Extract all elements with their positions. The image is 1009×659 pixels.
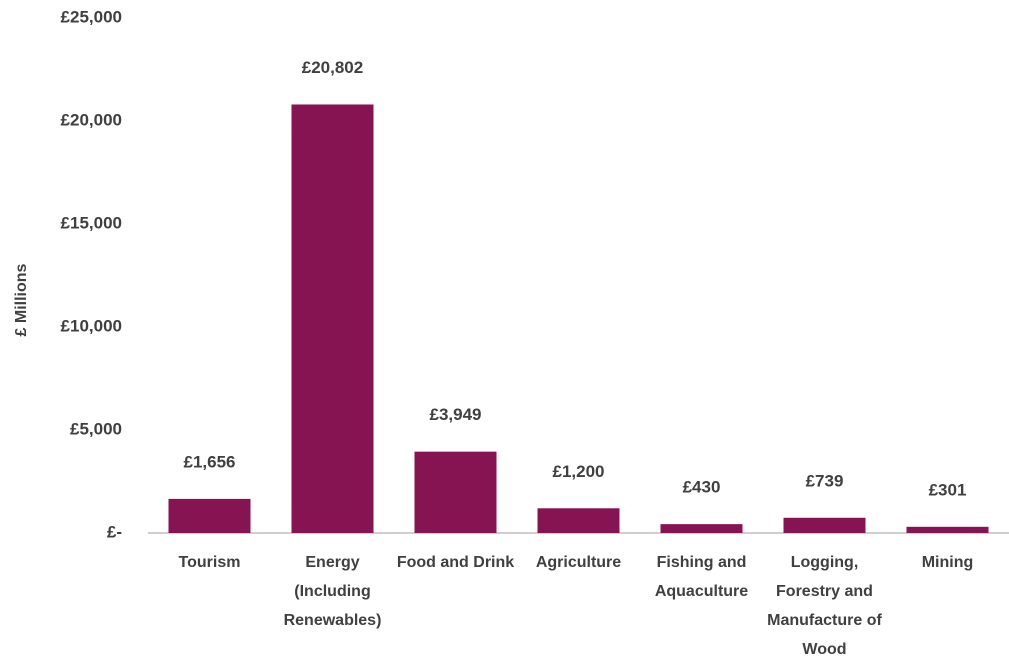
x-tick-label: Logging, Forestry and Manufacture of Woo… (767, 554, 882, 658)
x-tick-label: Fishing and Aquaculture (654, 554, 749, 600)
bar (414, 451, 497, 533)
y-tick-label: £5,000 (70, 419, 122, 438)
bar (291, 104, 374, 534)
bar (906, 526, 989, 533)
data-label: £1,200 (553, 462, 605, 481)
y-tick-label: £10,000 (61, 316, 122, 335)
x-tick-label: Tourism (178, 554, 241, 571)
y-tick-label: £15,000 (61, 213, 122, 232)
y-tick-label: £25,000 (61, 7, 122, 26)
y-axis-label: £ Millions (13, 263, 30, 336)
data-label: £3,949 (430, 405, 482, 424)
data-label: £739 (806, 471, 844, 490)
bar (783, 517, 866, 533)
data-label: £301 (929, 480, 967, 499)
y-tick-label: £- (107, 522, 122, 541)
x-tick-label: Food and Drink (396, 554, 515, 571)
x-tick-label: Mining (921, 554, 974, 571)
bar (660, 524, 743, 533)
y-tick-label: £20,000 (61, 110, 122, 129)
bar (168, 498, 251, 533)
data-label: £20,802 (302, 58, 363, 77)
data-label: £1,656 (184, 452, 236, 471)
data-label: £430 (683, 478, 721, 497)
bar (537, 508, 620, 533)
x-tick-label: Energy (Including Renewables) (283, 554, 382, 629)
x-tick-label: Agriculture (535, 554, 622, 571)
